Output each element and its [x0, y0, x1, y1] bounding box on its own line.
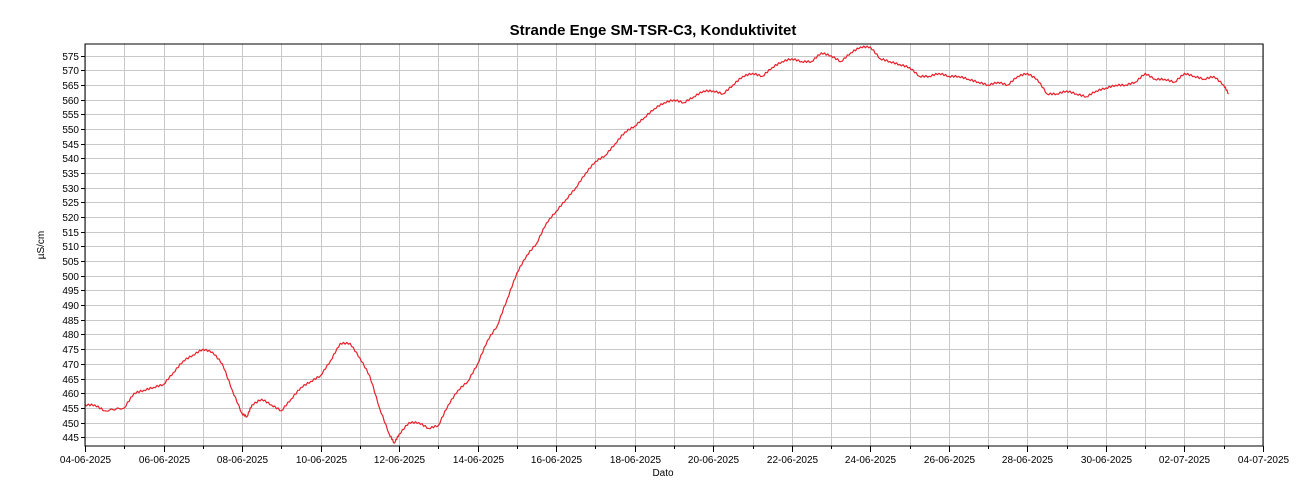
x-tick-label: 06-06-2025 — [139, 455, 191, 466]
x-tick-label: 12-06-2025 — [374, 455, 426, 466]
x-tick-label: 28-06-2025 — [1002, 455, 1054, 466]
y-tick-label: 565 — [62, 81, 79, 92]
y-tick-label: 445 — [62, 433, 79, 444]
y-tick-label: 465 — [62, 375, 79, 386]
y-tick-label: 555 — [62, 110, 79, 121]
x-tick-label: 04-06-2025 — [60, 455, 112, 466]
x-tick-label: 04-07-2025 — [1238, 455, 1290, 466]
x-tick-label: 02-07-2025 — [1159, 455, 1211, 466]
x-tick-label: 14-06-2025 — [453, 455, 505, 466]
y-axis-label: µS/cm — [36, 231, 47, 260]
x-tick-label: 30-06-2025 — [1081, 455, 1133, 466]
y-tick-label: 510 — [62, 242, 79, 253]
grid-lines — [85, 44, 1264, 446]
y-tick-label: 575 — [62, 52, 79, 63]
y-tick-label: 560 — [62, 96, 79, 107]
x-tick-label: 10-06-2025 — [296, 455, 348, 466]
y-tick-label: 475 — [62, 345, 79, 356]
y-tick-label: 545 — [62, 140, 79, 151]
x-tick-label: 22-06-2025 — [767, 455, 819, 466]
y-tick-label: 525 — [62, 198, 79, 209]
y-tick-label: 500 — [62, 272, 79, 283]
x-axis: 04-06-2025 06-06-2025 08-06-2025 10-06-2025… — [60, 446, 1290, 466]
y-tick-label: 530 — [62, 184, 79, 195]
x-tick-label: 24-06-2025 — [845, 455, 897, 466]
x-tick-label: 20-06-2025 — [688, 455, 740, 466]
y-tick-label: 505 — [62, 257, 79, 268]
y-tick-label: 535 — [62, 169, 79, 180]
y-tick-label: 460 — [62, 389, 79, 400]
y-tick-label: 540 — [62, 154, 79, 165]
x-tick-label: 26-06-2025 — [924, 455, 976, 466]
conductivity-series-line — [84, 45, 1229, 444]
y-tick-label: 520 — [62, 213, 79, 224]
x-tick-label: 18-06-2025 — [610, 455, 662, 466]
chart-title: Strande Enge SM-TSR-C3, Konduktivitet — [510, 22, 797, 39]
y-tick-label: 470 — [62, 360, 79, 371]
y-tick-label: 495 — [62, 286, 79, 297]
y-tick-label: 450 — [62, 419, 79, 430]
y-tick-label: 570 — [62, 66, 79, 77]
x-axis-label: Dato — [652, 468, 674, 479]
y-tick-label: 485 — [62, 316, 79, 327]
x-tick-label: 08-06-2025 — [217, 455, 269, 466]
y-tick-label: 480 — [62, 330, 79, 341]
y-tick-label: 515 — [62, 228, 79, 239]
y-tick-label: 490 — [62, 301, 79, 312]
y-axis: 445 450 455 460 465 470 475 480 485 490 495 500 505 5… — [62, 52, 85, 444]
y-tick-label: 550 — [62, 125, 79, 136]
x-tick-label: 16-06-2025 — [531, 455, 583, 466]
series-layer — [84, 45, 1229, 444]
y-tick-label: 455 — [62, 404, 79, 415]
